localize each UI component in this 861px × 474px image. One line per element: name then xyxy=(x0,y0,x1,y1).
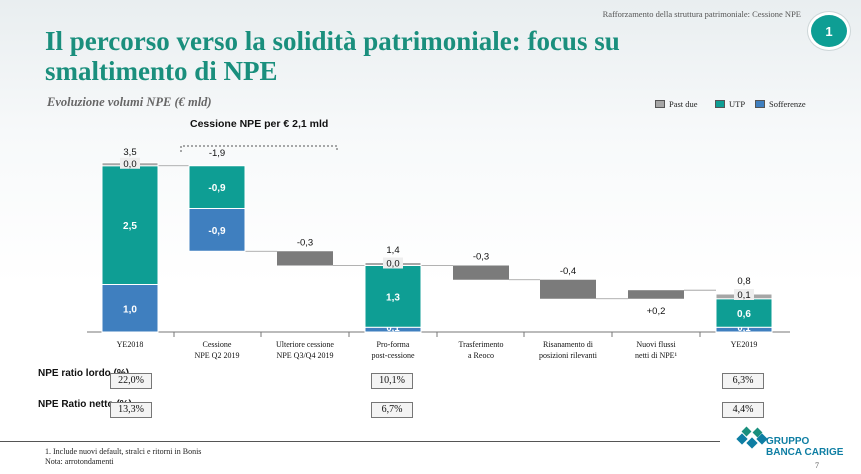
bar-segment-utp xyxy=(101,165,159,285)
category-label: post-cessione xyxy=(371,351,415,360)
bar-delta xyxy=(540,279,596,299)
bar-delta-label: -0,3 xyxy=(297,237,313,248)
category-label: NPE Q2 2019 xyxy=(195,351,240,360)
bar-delta xyxy=(277,251,333,266)
bar-segment-sofferenze xyxy=(188,208,246,252)
banca-carige-logo-icon xyxy=(736,426,768,449)
page-number: 7 xyxy=(815,461,819,470)
bar-delta-label: +0,2 xyxy=(647,306,666,317)
chart-subtitle: Evoluzione volumi NPE (€ mld) xyxy=(47,95,212,109)
bar-total-label: 1,4 xyxy=(386,245,399,256)
category-label: posizioni rilevanti xyxy=(539,351,598,360)
segment-value-label: 0,6 xyxy=(737,309,751,320)
segment-value-label: 1,0 xyxy=(123,304,137,315)
legend-swatch-past-due xyxy=(655,100,665,108)
bar-total-label: -1,9 xyxy=(209,148,225,159)
bar-delta xyxy=(453,265,509,280)
value-label-bg xyxy=(383,257,403,269)
segment-value-label: 0,0 xyxy=(386,259,399,270)
segment-value-label: 1,3 xyxy=(386,292,400,303)
footer-divider xyxy=(0,441,720,442)
value-label-bg xyxy=(120,157,140,169)
legend-swatch-utp xyxy=(715,100,725,108)
category-label: netti di NPE¹ xyxy=(635,351,678,360)
bar-segment-sofferenze xyxy=(101,284,159,333)
footnote-2: Nota: arrotondamenti xyxy=(45,457,114,466)
legend-swatch-sofferenze xyxy=(755,100,765,108)
category-label: Trasferimento xyxy=(458,340,503,349)
ratio-net-ye2019: 4,4% xyxy=(722,402,764,418)
category-label: a Reoco xyxy=(468,351,494,360)
bar-delta-label: -0,4 xyxy=(560,266,576,277)
cession-bracket xyxy=(180,145,338,152)
ratio-gross-ye2018: 22,0% xyxy=(110,373,152,389)
category-label: Pro-forma xyxy=(377,340,410,349)
legend-label: Sofferenze xyxy=(769,99,806,109)
ratio-net-ye2018: 13,3% xyxy=(110,402,152,418)
segment-value-label: 0,1 xyxy=(737,290,750,301)
logo-line-2: BANCA CARIGE xyxy=(766,447,844,458)
bar-segment-utp xyxy=(188,165,246,209)
legend-item-utp: UTP xyxy=(715,99,745,109)
segment-value-label: 0,0 xyxy=(123,159,136,170)
bar-delta xyxy=(628,290,684,299)
bar-delta-label: -0,3 xyxy=(473,252,489,263)
category-label: YE2019 xyxy=(731,340,758,349)
cession-bracket-label: Cessione NPE per € 2,1 mld xyxy=(190,118,329,130)
category-label: NPE Q3/Q4 2019 xyxy=(277,351,334,360)
segment-value-label: 0,1 xyxy=(737,323,751,334)
logo-text: GRUPPO BANCA CARIGE xyxy=(766,436,843,458)
category-label: Risanamento di xyxy=(543,340,594,349)
legend-label: UTP xyxy=(729,99,746,109)
segment-value-label: 0,1 xyxy=(386,323,400,334)
footnote-1: 1. Include nuovi default, stralci e rito… xyxy=(45,447,202,456)
category-label: YE2018 xyxy=(117,340,144,349)
breadcrumb: Rafforzamento della struttura patrimonia… xyxy=(602,9,801,19)
ratio-net-proforma: 6,7% xyxy=(371,402,413,418)
value-label-bg xyxy=(734,289,754,300)
category-label: Nuovi flussi xyxy=(636,340,676,349)
bar-segment-utp xyxy=(364,265,422,328)
ratio-gross-proforma: 10,1% xyxy=(371,373,413,389)
legend-item-sofferenze: Sofferenze xyxy=(755,99,806,109)
npe-ratio-net-label: NPE Ratio netto (%) xyxy=(38,399,132,410)
bar-total-label: 0,8 xyxy=(737,276,750,287)
npe-ratio-gross-label: NPE ratio lordo (%) xyxy=(38,368,130,379)
page-title: Il percorso verso la solidità patrimonia… xyxy=(45,26,620,86)
logo-line-1: GRUPPO xyxy=(766,436,810,447)
ratio-gross-ye2019: 6,3% xyxy=(722,373,764,389)
segment-value-label: 2,5 xyxy=(123,221,137,232)
category-label: Ulteriore cessione xyxy=(276,340,334,349)
segment-value-label: -0,9 xyxy=(208,183,226,194)
legend-item-past-due: Past due xyxy=(655,99,698,109)
bar-total-label: 3,5 xyxy=(123,147,136,158)
footnotes: 1. Include nuovi default, stralci e rito… xyxy=(45,447,201,467)
segment-value-label: -0,9 xyxy=(208,226,226,237)
category-label: Cessione xyxy=(203,340,232,349)
legend-label: Past due xyxy=(669,99,698,109)
bar-segment-utp xyxy=(715,298,773,328)
section-number-badge: 1 xyxy=(811,15,847,47)
